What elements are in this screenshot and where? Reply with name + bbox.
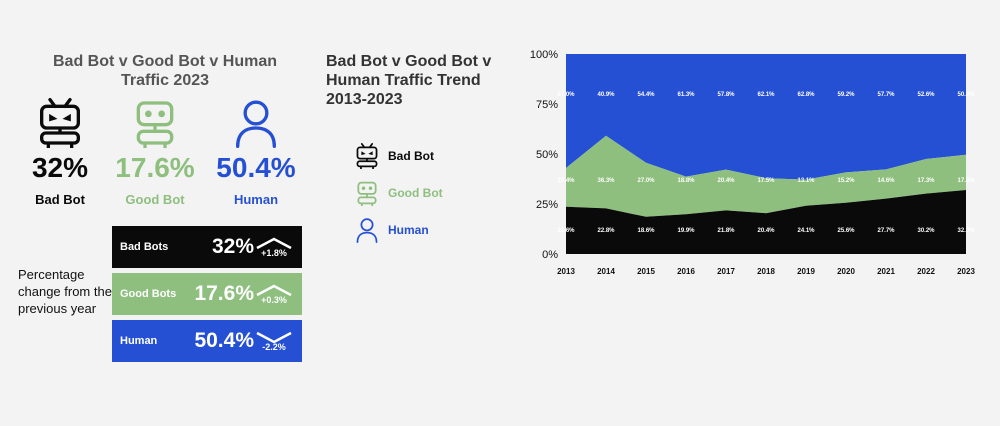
x-tick-label: 2013 <box>557 267 575 276</box>
change-row-human: Human 50.4% -2.2% <box>112 320 302 362</box>
legend-label: Human <box>388 223 429 237</box>
data-label: 25.6% <box>837 228 855 234</box>
change-row-value: 32% <box>211 235 254 258</box>
data-label: 17.6% <box>957 178 975 184</box>
change-row-bad-bots: Bad Bots 32% +1.8% <box>112 226 302 268</box>
data-label: 52.6% <box>917 92 935 98</box>
human-icon <box>354 216 380 244</box>
x-tick-label: 2019 <box>797 267 815 276</box>
data-label: 22.8% <box>597 228 615 234</box>
data-label: 62.8% <box>797 92 815 98</box>
y-tick-label: 50% <box>536 149 558 161</box>
change-row-name: Human <box>120 335 158 347</box>
data-label: 20.4% <box>757 228 775 234</box>
data-label: 19.4% <box>557 178 575 184</box>
change-row-value: 50.4% <box>194 329 254 352</box>
summary-good-bot-value: 17.6% <box>115 152 195 183</box>
good-bot-icon <box>130 96 180 150</box>
data-label: 24.1% <box>797 228 815 234</box>
legend-good-bot: Good Bot <box>354 179 443 207</box>
area-bad-bot <box>566 190 966 254</box>
summary-bad-bot-value: 32% <box>31 152 89 183</box>
area-human <box>566 54 966 180</box>
data-label: 30.2% <box>917 228 935 234</box>
chevron-up-icon <box>256 237 292 250</box>
data-label: 15.2% <box>837 178 855 184</box>
legend-bad-bot: Bad Bot <box>354 142 434 170</box>
data-label: 59.2% <box>837 92 855 98</box>
data-label: 17.5% <box>757 178 775 184</box>
trend-title: Bad Bot v Good Bot v Human Traffic Trend… <box>326 53 492 108</box>
x-tick-label: 2014 <box>597 267 615 276</box>
legend-label: Good Bot <box>388 186 443 200</box>
change-row-name: Bad Bots <box>120 241 169 253</box>
good-bot-icon <box>354 179 380 207</box>
x-tick-label: 2022 <box>917 267 935 276</box>
y-tick-label: 100% <box>530 49 558 61</box>
data-label: 14.6% <box>877 178 895 184</box>
y-tick-label: 75% <box>536 99 558 111</box>
summary-human-label: Human <box>233 192 279 207</box>
change-description: Percentage change from the previous year <box>18 267 112 316</box>
data-label: 27.7% <box>877 228 895 234</box>
chevron-down-icon <box>256 331 292 344</box>
data-label: 61.3% <box>677 92 695 98</box>
data-label: 57.7% <box>877 92 895 98</box>
data-label: 23.6% <box>557 228 575 234</box>
data-label: 54.4% <box>637 92 655 98</box>
summary-bad-bot: 32% Bad Bot <box>10 96 110 207</box>
summary-title: Bad Bot v Good Bot v Human Traffic 2023 <box>53 53 277 89</box>
area-good-bot <box>566 135 966 217</box>
bad-bot-icon <box>35 96 85 150</box>
summary-human-value: 50.4% <box>216 152 296 183</box>
x-tick-label: 2023 <box>957 267 975 276</box>
change-delta: -2.2% <box>262 342 286 352</box>
bad-bot-icon <box>354 142 380 170</box>
data-label: 32.0% <box>957 228 975 234</box>
change-indicator: +0.3% <box>254 283 294 305</box>
change-row-name: Good Bots <box>120 288 177 300</box>
x-tick-label: 2021 <box>877 267 895 276</box>
data-label: 17.3% <box>917 178 935 184</box>
change-indicator: -2.2% <box>254 330 294 352</box>
data-label: 19.9% <box>677 228 695 234</box>
data-label: 27.0% <box>637 178 655 184</box>
data-label: 57.0% <box>557 92 575 98</box>
summary-good-bot-label: Good Bot <box>125 192 185 207</box>
x-tick-label: 2017 <box>717 267 735 276</box>
data-label: 36.3% <box>597 178 615 184</box>
summary-human: 50.4% Human <box>206 96 306 207</box>
change-delta: +0.3% <box>261 295 287 305</box>
x-tick-label: 2016 <box>677 267 695 276</box>
data-label: 40.9% <box>597 92 615 98</box>
change-delta: +1.8% <box>261 248 287 258</box>
legend-label: Bad Bot <box>388 149 434 163</box>
data-label: 18.8% <box>677 178 695 184</box>
trend-area-chart: 23.6% 22.8% 18.6% 19.9% 21.8% 20.4% 24.1% 25.6%… <box>530 49 976 276</box>
change-indicator: +1.8% <box>254 236 294 258</box>
data-label: 62.1% <box>757 92 775 98</box>
data-label: 57.8% <box>717 92 735 98</box>
data-label: 20.4% <box>717 178 735 184</box>
summary-good-bot: 17.6% Good Bot <box>105 96 205 207</box>
x-tick-label: 2015 <box>637 267 655 276</box>
summary-bad-bot-label: Bad Bot <box>35 192 85 207</box>
legend-human: Human <box>354 216 429 244</box>
y-tick-label: 25% <box>536 199 558 211</box>
data-label: 13.1% <box>797 178 815 184</box>
data-label: 18.6% <box>637 228 655 234</box>
data-label: 21.8% <box>717 228 735 234</box>
human-icon <box>231 96 281 150</box>
data-label: 50.4% <box>957 92 975 98</box>
x-tick-label: 2018 <box>757 267 775 276</box>
chevron-up-icon <box>256 284 292 297</box>
x-tick-label: 2020 <box>837 267 855 276</box>
change-row-value: 17.6% <box>194 282 254 305</box>
y-tick-label: 0% <box>542 249 558 261</box>
change-row-good-bots: Good Bots 17.6% +0.3% <box>112 273 302 315</box>
